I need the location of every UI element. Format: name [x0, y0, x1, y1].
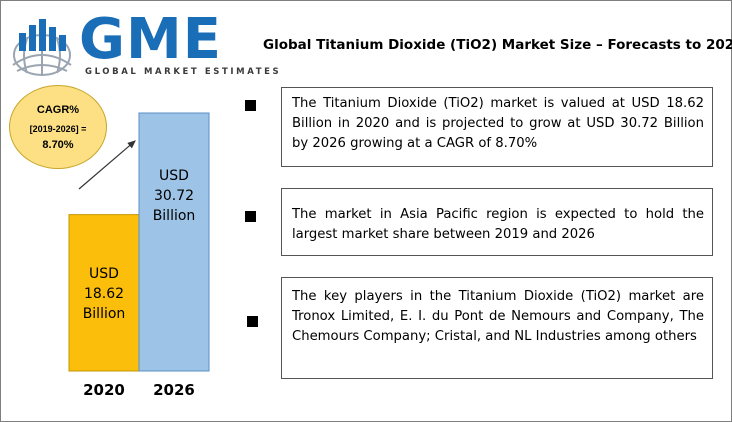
gme-logo: GME GLOBAL MARKET ESTIMATES	[7, 7, 279, 79]
bar-data-label: USD	[159, 168, 189, 184]
bullet-marker	[247, 316, 258, 327]
bullet-marker	[245, 211, 256, 222]
page-title: Global Titanium Dioxide (TiO2) Market Si…	[263, 37, 732, 53]
bar-data-label: Billion	[153, 208, 196, 224]
bar-data-label: USD	[89, 266, 119, 282]
insight-box-key-players: The key players in the Titanium Dioxide …	[281, 277, 713, 379]
logo-letters: GME	[79, 7, 222, 72]
bar-2026	[138, 112, 210, 372]
cagr-label: CAGR%	[36, 104, 80, 116]
bullet-marker	[245, 100, 256, 111]
bar-data-label: Billion	[83, 306, 126, 322]
x-tick-label: 2026	[153, 381, 195, 399]
bar-2020	[68, 214, 140, 372]
x-tick-label: 2020	[83, 381, 125, 399]
bar-data-label: 18.62	[84, 286, 124, 302]
cagr-period: [2019-2026] =	[29, 124, 87, 134]
cagr-value: 8.70%	[42, 139, 74, 151]
logo-tagline: GLOBAL MARKET ESTIMATES	[85, 67, 282, 77]
insight-box-asia-pacific: The market in Asia Pacific region is exp…	[281, 188, 713, 256]
growth-arrow	[78, 140, 136, 190]
insight-box-market-value: The Titanium Dioxide (TiO2) market is va…	[281, 87, 713, 167]
cagr-bubble: CAGR% [2019-2026] = 8.70%	[9, 85, 107, 169]
globe-icon	[12, 19, 72, 76]
bar-chart: USD 18.62 Billion 2020 USD 30.72 Billion 2026	[68, 112, 210, 399]
bar-data-label: 30.72	[154, 188, 194, 204]
